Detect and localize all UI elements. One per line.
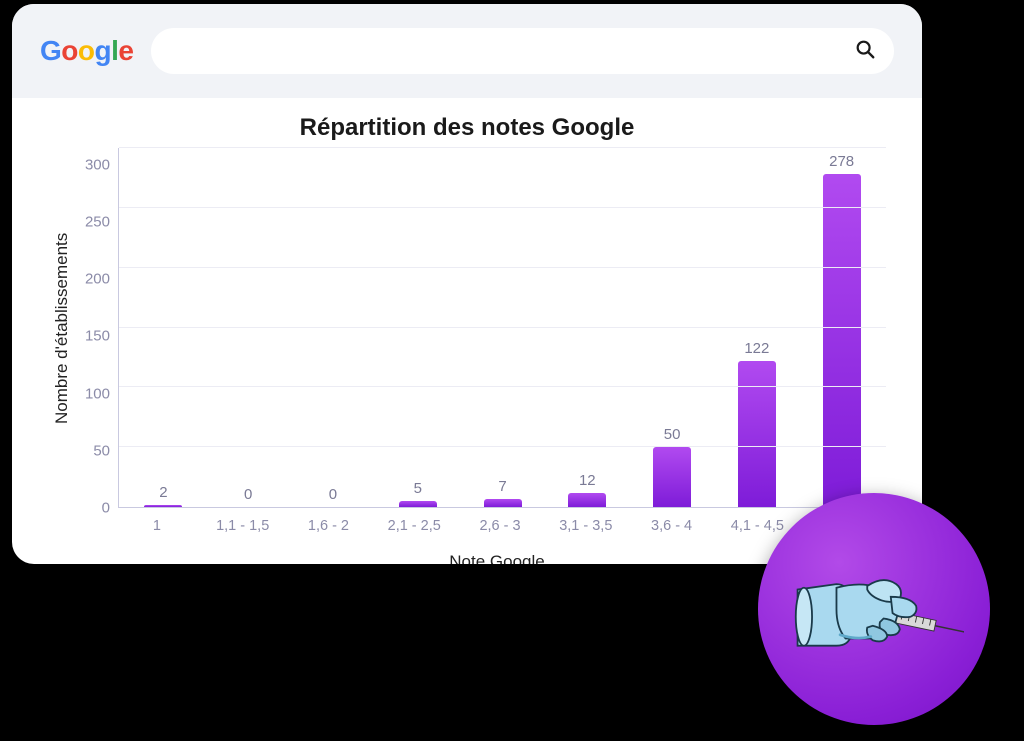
bars-container: 2 0 0 5 7 12 50 122 278 xyxy=(119,148,886,507)
gloved-hand-syringe-icon xyxy=(784,519,965,700)
bar xyxy=(823,174,861,507)
bar-value-label: 122 xyxy=(744,340,769,357)
google-logo-letter: o xyxy=(61,37,78,65)
gridline xyxy=(119,207,886,208)
search-input[interactable] xyxy=(169,42,854,60)
bar-value-label: 12 xyxy=(579,472,596,489)
bar-slot: 50 xyxy=(630,148,715,507)
plot: 2 0 0 5 7 12 50 122 278 xyxy=(118,148,886,508)
bar-value-label: 0 xyxy=(329,486,337,503)
bar-slot: 0 xyxy=(206,148,291,507)
x-tick: 3,1 - 3,5 xyxy=(543,508,629,534)
y-tick: 300 xyxy=(85,157,110,174)
bar xyxy=(568,493,606,507)
bar xyxy=(484,499,522,507)
bar-value-label: 278 xyxy=(829,153,854,170)
x-axis-ticks: 11,1 - 1,51,6 - 22,1 - 2,52,6 - 33,1 - 3… xyxy=(114,508,886,534)
google-logo-letter: o xyxy=(78,37,95,65)
bar xyxy=(144,505,182,507)
browser-card: Google Répartition des notes Google Nomb… xyxy=(12,4,922,564)
bar-value-label: 0 xyxy=(244,486,252,503)
gridline xyxy=(119,327,886,328)
y-axis-ticks: 300250200150100500 xyxy=(76,148,118,508)
bar-slot: 12 xyxy=(545,148,630,507)
x-tick: 1,1 - 1,5 xyxy=(200,508,286,534)
google-logo-letter: g xyxy=(95,37,112,65)
gridline xyxy=(119,446,886,447)
bar-slot: 122 xyxy=(714,148,799,507)
gridline xyxy=(119,267,886,268)
search-icon[interactable] xyxy=(854,38,876,65)
google-logo-letter: l xyxy=(111,37,118,65)
gridline xyxy=(119,147,886,148)
bar-slot: 2 xyxy=(121,148,206,507)
x-tick: 3,6 - 4 xyxy=(629,508,715,534)
bar-value-label: 7 xyxy=(498,478,506,495)
y-tick: 150 xyxy=(85,328,110,345)
bar-slot: 5 xyxy=(375,148,460,507)
bar xyxy=(738,361,776,507)
bar xyxy=(653,447,691,507)
y-tick: 0 xyxy=(102,499,110,516)
bar-value-label: 5 xyxy=(414,480,422,497)
bar-slot: 7 xyxy=(460,148,545,507)
bar-slot: 278 xyxy=(799,148,884,507)
plot-wrap: Nombre d'établissements 3002502001501005… xyxy=(48,148,886,508)
google-logo-letter: G xyxy=(40,37,61,65)
search-bar: Google xyxy=(12,4,922,98)
y-tick: 200 xyxy=(85,271,110,288)
y-axis-label: Nombre d'établissements xyxy=(48,148,76,508)
badge-circle xyxy=(758,493,990,725)
gridline xyxy=(119,386,886,387)
google-logo-letter: e xyxy=(118,37,133,65)
google-logo: Google xyxy=(40,37,133,65)
y-tick: 50 xyxy=(93,442,110,459)
bar-value-label: 50 xyxy=(664,426,681,443)
bar-slot: 0 xyxy=(291,148,376,507)
x-tick: 2,6 - 3 xyxy=(457,508,543,534)
y-tick: 100 xyxy=(85,385,110,402)
search-input-container xyxy=(151,28,894,74)
bar xyxy=(399,501,437,507)
x-tick: 2,1 - 2,5 xyxy=(371,508,457,534)
chart-area: Répartition des notes Google Nombre d'ét… xyxy=(12,98,922,564)
x-tick: 1 xyxy=(114,508,200,534)
bar-value-label: 2 xyxy=(159,484,167,501)
y-tick: 250 xyxy=(85,214,110,231)
chart-title: Répartition des notes Google xyxy=(48,114,886,142)
x-tick: 1,6 - 2 xyxy=(286,508,372,534)
